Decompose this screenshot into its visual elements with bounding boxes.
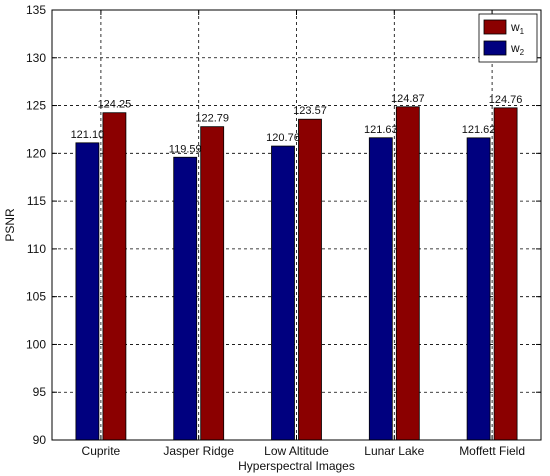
x-axis-ticks: Cuprite Jasper Ridge Low Altitude Lunar Lak… bbox=[82, 10, 525, 458]
data-labels: 121.10 124.25 119.59 122.79 120.76 123.57 121.… bbox=[71, 93, 523, 155]
y-tick-label: 125 bbox=[26, 99, 46, 113]
data-label: 120.76 bbox=[266, 132, 300, 144]
x-tick-label: Lunar Lake bbox=[364, 444, 424, 458]
x-tick-label: Jasper Ridge bbox=[163, 444, 234, 458]
bar bbox=[102, 112, 127, 441]
legend-swatch bbox=[483, 40, 507, 56]
y-tick-label: 110 bbox=[27, 242, 46, 256]
data-label: 124.76 bbox=[489, 94, 523, 106]
data-label: 123.57 bbox=[293, 105, 327, 117]
x-tick-label: Cuprite bbox=[82, 444, 121, 458]
bar bbox=[75, 142, 100, 441]
y-tick-label: 130 bbox=[26, 51, 46, 65]
x-tick-label: Moffett Field bbox=[459, 444, 525, 458]
bar bbox=[466, 137, 491, 441]
data-label: 122.79 bbox=[195, 113, 229, 125]
legend-swatch bbox=[483, 19, 507, 35]
x-tick-label: Low Altitude bbox=[264, 444, 329, 458]
y-tick-label: 105 bbox=[26, 290, 46, 304]
data-label: 124.25 bbox=[98, 99, 132, 111]
data-label: 121.10 bbox=[71, 129, 105, 141]
data-label: 119.59 bbox=[169, 143, 202, 155]
bar bbox=[493, 107, 518, 441]
bar bbox=[368, 137, 393, 441]
y-tick-label: 120 bbox=[26, 146, 46, 160]
bar bbox=[200, 126, 225, 441]
bar bbox=[298, 118, 322, 441]
data-label: 121.62 bbox=[462, 124, 496, 136]
y-axis-label: PSNR bbox=[3, 208, 17, 242]
x-axis-label: Hyperspectral Images bbox=[238, 459, 355, 473]
bars bbox=[75, 106, 518, 441]
y-tick-label: 90 bbox=[33, 433, 47, 447]
y-tick-label: 135 bbox=[26, 3, 46, 17]
y-tick-label: 95 bbox=[33, 385, 47, 399]
data-label: 121.63 bbox=[364, 124, 398, 136]
bar bbox=[395, 106, 420, 441]
y-tick-label: 115 bbox=[27, 194, 46, 208]
y-axis-ticks: 90 95 100 105 110 115 120 125 130 135 bbox=[26, 3, 541, 447]
y-tick-label: 100 bbox=[26, 337, 46, 351]
data-label: 124.87 bbox=[391, 93, 425, 105]
bar bbox=[271, 145, 295, 441]
bar bbox=[173, 156, 198, 441]
